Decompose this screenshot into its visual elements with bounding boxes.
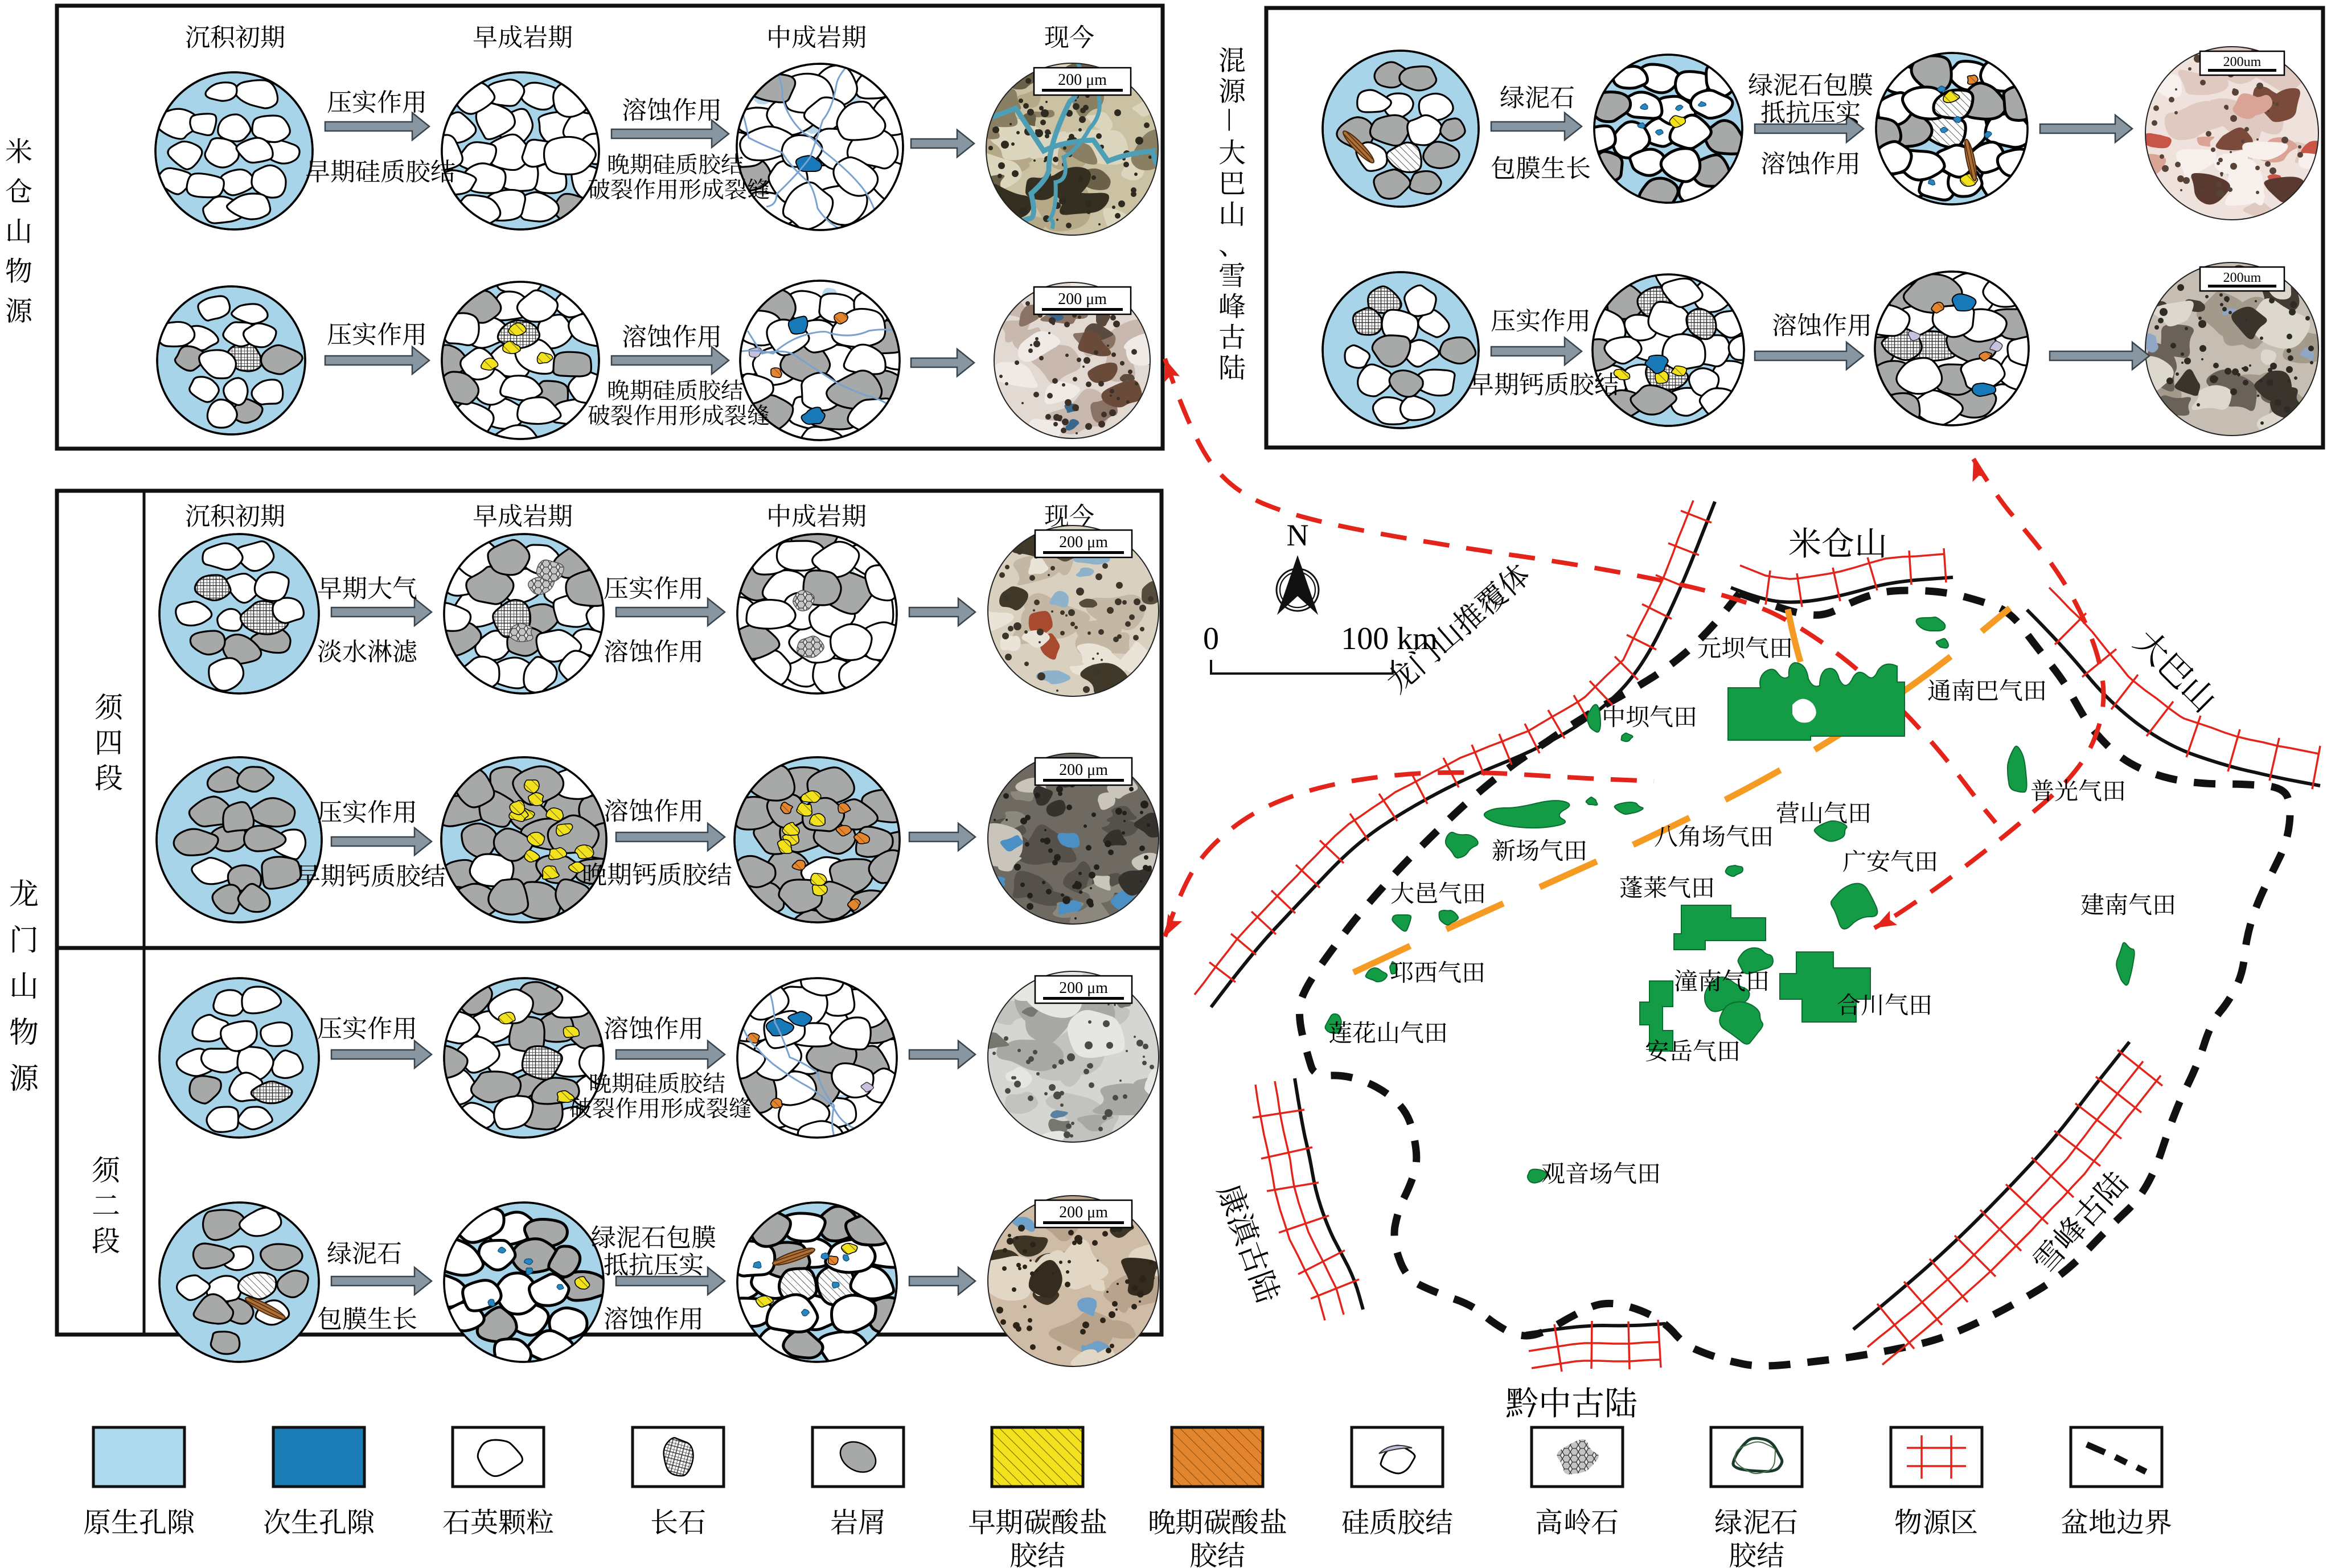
svg-text:0: 0 bbox=[1203, 621, 1219, 656]
svg-text:200 μm: 200 μm bbox=[1059, 979, 1108, 997]
svg-text:200 μm: 200 μm bbox=[1059, 533, 1108, 551]
svg-text:100 km: 100 km bbox=[1341, 621, 1438, 656]
svg-text:200 μm: 200 μm bbox=[1058, 71, 1107, 89]
svg-text:200um: 200um bbox=[2223, 270, 2262, 285]
svg-text:200um: 200um bbox=[2223, 55, 2262, 69]
svg-text:200 μm: 200 μm bbox=[1059, 761, 1108, 779]
svg-text:200 μm: 200 μm bbox=[1059, 1204, 1108, 1221]
svg-text:N: N bbox=[1287, 518, 1309, 552]
svg-text:200 μm: 200 μm bbox=[1058, 290, 1107, 308]
